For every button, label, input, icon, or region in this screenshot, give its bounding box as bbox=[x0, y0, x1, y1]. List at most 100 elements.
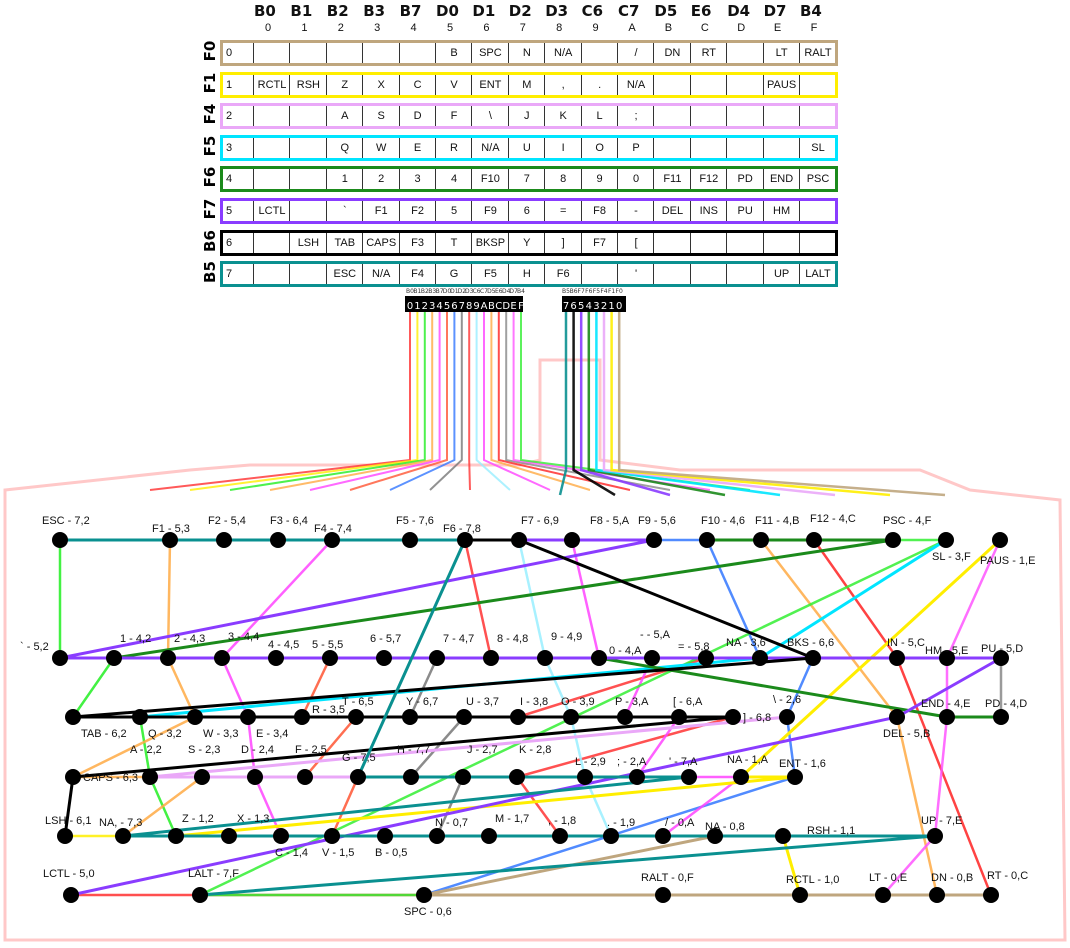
key-node bbox=[564, 532, 580, 548]
column-pin-label: C6 bbox=[581, 2, 604, 20]
key-node bbox=[889, 650, 905, 666]
matrix-cell bbox=[253, 106, 290, 127]
matrix-cell: \ bbox=[471, 106, 508, 127]
connector-pin-label: B1 bbox=[413, 288, 421, 295]
matrix-cell: R bbox=[435, 137, 472, 158]
matrix-cell: N/A bbox=[617, 74, 654, 95]
matrix-cell: 4 bbox=[435, 169, 472, 190]
key-label: T - 6,5 bbox=[342, 696, 374, 708]
matrix-row: 2 A S D F \ J K L; bbox=[220, 103, 838, 130]
column-index-label: C bbox=[700, 22, 709, 34]
connector-index-label: B bbox=[488, 301, 495, 312]
key-label: F8 - 5,A bbox=[590, 515, 630, 527]
key-label: F10 - 4,6 bbox=[701, 515, 745, 527]
key-label: 2 - 4,3 bbox=[174, 633, 205, 645]
column-index-label: 1 bbox=[301, 22, 308, 34]
matrix-row: 7 ESC N/A F4 G F5 H F6 ' UP LALT bbox=[220, 261, 838, 288]
matrix-cell: TAB bbox=[325, 232, 363, 253]
key-label: Y - 6,7 bbox=[406, 696, 438, 708]
matrix-cell bbox=[289, 169, 326, 190]
key-label: / - 0,A bbox=[665, 817, 695, 829]
key-node bbox=[214, 650, 230, 666]
key-node bbox=[106, 650, 122, 666]
key-node bbox=[63, 887, 79, 903]
matrix-cell bbox=[653, 232, 690, 253]
key-label: TAB - 6,2 bbox=[81, 728, 127, 740]
key-node bbox=[52, 532, 68, 548]
key-label: C - 1,4 bbox=[275, 847, 308, 859]
matrix-cell: O bbox=[580, 137, 618, 158]
key-label: F5 - 7,6 bbox=[396, 515, 434, 527]
matrix-cell bbox=[289, 201, 326, 221]
row-bundle-wire bbox=[617, 310, 946, 497]
key-label: F2 - 5,4 bbox=[208, 515, 246, 527]
key-label: W - 3,3 bbox=[203, 728, 238, 740]
matrix-cell bbox=[762, 137, 800, 158]
matrix-cell bbox=[580, 43, 618, 63]
matrix-cell: 7 bbox=[507, 169, 545, 190]
matrix-cell: N bbox=[507, 43, 545, 63]
key-node bbox=[162, 532, 178, 548]
key-label: SPC - 0,6 bbox=[404, 906, 452, 918]
key-label: RT - 0,C bbox=[987, 870, 1028, 882]
matrix-cell bbox=[289, 264, 326, 285]
column-index-label: B bbox=[664, 22, 673, 34]
key-node bbox=[983, 887, 999, 903]
matrix-cell: L bbox=[580, 106, 618, 127]
connector-pin-label: B5 bbox=[562, 288, 570, 295]
row-index-cell: 5 bbox=[226, 205, 233, 217]
connector-index-label: E bbox=[510, 301, 516, 312]
key-label: . - 1,9 bbox=[607, 817, 635, 829]
key-label: 5 - 5,5 bbox=[312, 639, 343, 651]
matrix-cell bbox=[362, 43, 399, 63]
key-node bbox=[194, 769, 210, 785]
row-bundle-wire bbox=[595, 310, 781, 497]
column-index-label: 6 bbox=[483, 22, 490, 34]
key-label: BKS - 6,6 bbox=[787, 637, 834, 649]
matrix-cell: K bbox=[544, 106, 581, 127]
matrix-row: 4 1 2 3 4 F10 7 8 9 0 F11 F12 PD END PSC bbox=[220, 166, 838, 193]
key-label: PSC - 4,F bbox=[883, 515, 932, 527]
matrix-cell: F9 bbox=[471, 201, 508, 221]
column-index-label: 7 bbox=[519, 22, 526, 34]
column-pin-label: D4 bbox=[727, 2, 751, 20]
key-node bbox=[322, 650, 338, 666]
key-label: NA - 3,6 bbox=[726, 637, 766, 649]
key-node bbox=[993, 709, 1009, 725]
connector-index-label: 7 bbox=[563, 301, 569, 312]
key-node bbox=[403, 769, 419, 785]
connector-index-label: 3 bbox=[593, 301, 599, 312]
key-label: Z - 1,2 bbox=[182, 813, 214, 825]
key-node bbox=[939, 709, 955, 725]
key-label: 3 - 4,4 bbox=[228, 631, 259, 643]
key-label: RSH - 1,1 bbox=[807, 825, 855, 837]
matrix-cell: Z bbox=[325, 74, 363, 95]
key-label: N - 0,7 bbox=[435, 817, 468, 829]
connector-index-label: C bbox=[495, 301, 502, 312]
row-index-cell: 3 bbox=[226, 141, 233, 154]
matrix-cell bbox=[253, 137, 290, 158]
key-label: ' - 7,A bbox=[669, 756, 698, 768]
column-bundle-wire bbox=[269, 310, 434, 491]
key-node bbox=[509, 769, 525, 785]
key-node bbox=[273, 828, 289, 844]
matrix-cell: C bbox=[398, 74, 436, 95]
key-node bbox=[792, 887, 808, 903]
key-node bbox=[552, 828, 568, 844]
key-node bbox=[270, 532, 286, 548]
column-pin-label: B2 bbox=[326, 2, 349, 20]
matrix-cell: ' bbox=[617, 264, 654, 285]
matrix-cell: 0 bbox=[617, 169, 654, 190]
key-label: F7 - 6,9 bbox=[521, 515, 559, 527]
matrix-cell: . bbox=[580, 74, 618, 95]
column-bundle-wire bbox=[309, 310, 441, 491]
key-node bbox=[671, 709, 687, 725]
column-index-label: F bbox=[810, 22, 818, 34]
row-index-cell: 0 bbox=[226, 47, 233, 59]
key-label: ] - 6,8 bbox=[743, 712, 771, 724]
key-node bbox=[603, 828, 619, 844]
key-node bbox=[247, 769, 263, 785]
column-pin-label: D3 bbox=[545, 2, 569, 20]
matrix-cell: 2 bbox=[362, 169, 399, 190]
column-pin-label: B1 bbox=[290, 2, 313, 20]
